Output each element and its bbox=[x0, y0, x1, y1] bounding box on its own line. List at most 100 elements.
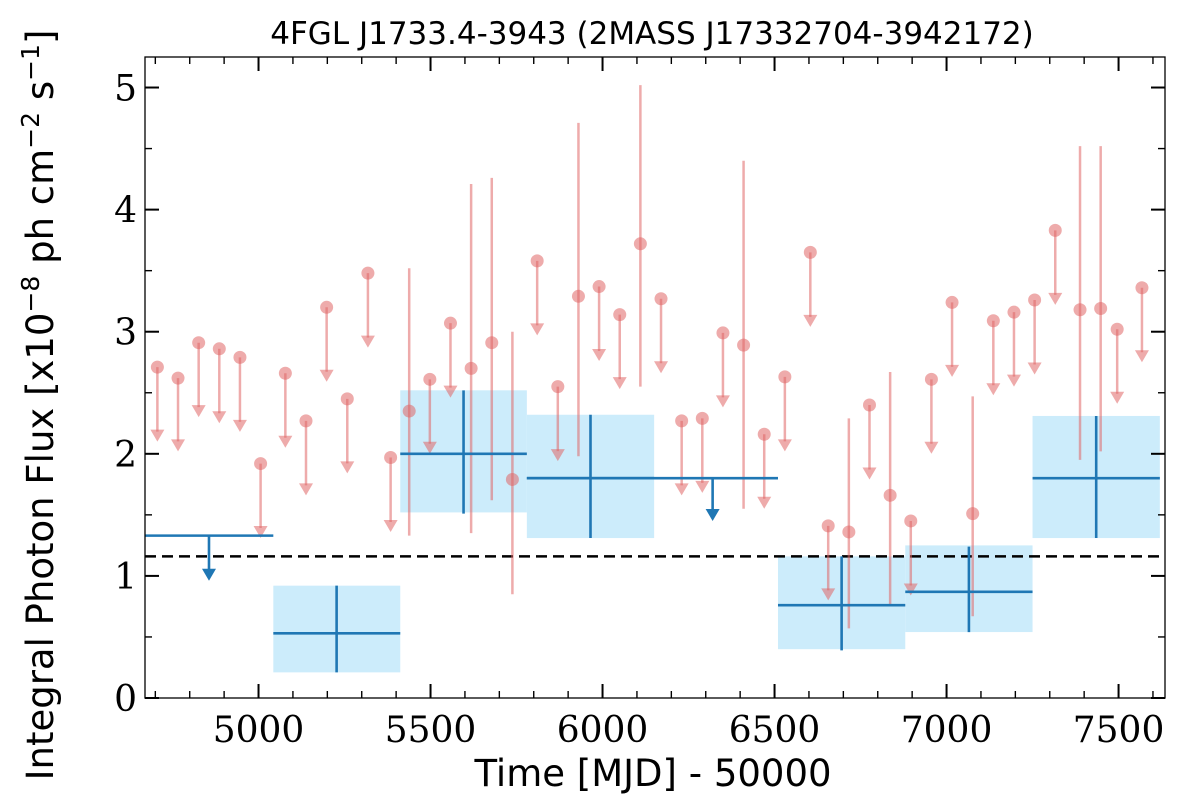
fine-detection-marker bbox=[842, 525, 856, 539]
fine-upper-limit-arrow bbox=[150, 429, 165, 442]
fine-upper-limit-arrow bbox=[654, 361, 669, 374]
fine-upper-limit bbox=[340, 392, 355, 474]
y-tick-label: 1 bbox=[114, 557, 137, 598]
fine-detection bbox=[485, 177, 499, 501]
fine-detection-marker bbox=[505, 472, 519, 486]
fine-upper-limit-arrow bbox=[803, 314, 818, 327]
fine-upper-limit-marker bbox=[716, 326, 730, 340]
x-tick-label: 6500 bbox=[729, 710, 821, 751]
fine-upper-limit bbox=[592, 280, 607, 362]
fine-upper-limit-arrow bbox=[986, 383, 1001, 396]
fine-upper-limit-marker bbox=[1048, 223, 1062, 237]
x-tick-label: 6000 bbox=[557, 710, 649, 751]
x-tick-label: 5000 bbox=[213, 710, 305, 751]
coarse-upper-limit bbox=[145, 534, 274, 581]
coarse-detection bbox=[273, 585, 401, 673]
fine-upper-limit bbox=[654, 292, 669, 374]
fine-upper-limit-marker bbox=[675, 414, 689, 428]
fine-detection bbox=[737, 160, 751, 509]
coarse-bin-series bbox=[145, 390, 1160, 673]
fine-detection-marker bbox=[966, 507, 980, 521]
fine-upper-limit-marker bbox=[171, 371, 185, 385]
fine-detection-marker bbox=[464, 361, 478, 375]
fine-upper-limit bbox=[298, 414, 313, 496]
fine-upper-limit bbox=[278, 366, 293, 448]
y-axis-label: Integral Photon Flux [x10−8 ph cm−2 s−1] bbox=[16, 30, 62, 781]
fine-upper-limit-arrow bbox=[212, 411, 227, 424]
fine-upper-limit-marker bbox=[320, 300, 334, 314]
fine-upper-limit-marker bbox=[904, 514, 918, 528]
fine-upper-limit-arrow bbox=[422, 441, 437, 454]
fine-upper-limit bbox=[171, 371, 186, 452]
fine-detection-marker bbox=[737, 338, 751, 352]
fine-upper-limit-arrow bbox=[924, 441, 939, 454]
fine-upper-limit bbox=[530, 254, 545, 336]
fine-upper-limit bbox=[924, 372, 939, 454]
fine-bin-series bbox=[150, 85, 1149, 629]
chart-title: 4FGL J1733.4-3943 (2MASS J17332704-39421… bbox=[270, 16, 1034, 52]
coarse-bin-error-boxes bbox=[273, 390, 1160, 673]
y-tick-label: 0 bbox=[114, 679, 137, 720]
fine-detection bbox=[464, 183, 478, 534]
fine-upper-limit-marker bbox=[757, 427, 771, 441]
fine-upper-limit bbox=[319, 300, 334, 382]
y-tick-label: 4 bbox=[114, 191, 137, 232]
fine-upper-limit-arrow bbox=[862, 467, 877, 480]
fine-upper-limit bbox=[945, 295, 960, 377]
fine-detection bbox=[883, 372, 897, 606]
fine-upper-limit-marker bbox=[1028, 293, 1042, 307]
fine-upper-limit-arrow bbox=[1027, 362, 1042, 375]
x-tick-label: 7000 bbox=[901, 710, 993, 751]
fine-detection-marker bbox=[883, 488, 897, 502]
fine-upper-limit-arrow bbox=[674, 483, 689, 496]
coarse-detection bbox=[1032, 415, 1160, 539]
fine-upper-limit-arrow bbox=[191, 405, 206, 418]
fine-upper-limit-arrow bbox=[232, 419, 247, 432]
fine-upper-limit bbox=[757, 427, 772, 509]
fine-upper-limit-marker bbox=[192, 336, 206, 350]
fine-upper-limit bbox=[422, 372, 437, 454]
fine-upper-limit-arrow bbox=[592, 349, 607, 362]
fine-upper-limit bbox=[360, 266, 375, 348]
fine-upper-limit bbox=[1134, 281, 1149, 363]
fine-detection bbox=[633, 85, 647, 387]
fine-upper-limit bbox=[443, 316, 458, 398]
fine-upper-limit-marker bbox=[592, 280, 606, 294]
coarse-detection bbox=[777, 556, 906, 651]
coarse-detection bbox=[905, 546, 1033, 633]
fine-upper-limit-marker bbox=[821, 519, 835, 533]
fine-detection-marker bbox=[485, 336, 499, 350]
plot-frame bbox=[144, 56, 1166, 699]
fine-upper-limit-arrow bbox=[945, 364, 960, 377]
coarse-upper-limit bbox=[526, 476, 778, 521]
fine-upper-limit-marker bbox=[299, 414, 313, 428]
fine-upper-limit bbox=[1110, 322, 1125, 404]
fine-upper-limit-marker bbox=[233, 350, 247, 364]
fine-upper-limit bbox=[253, 457, 268, 539]
fine-upper-limit-marker bbox=[551, 380, 565, 394]
fine-upper-limit-arrow bbox=[1110, 391, 1125, 404]
y-tick-label: 5 bbox=[114, 69, 137, 110]
fine-upper-limit-arrow bbox=[443, 385, 458, 398]
fine-upper-limit-marker bbox=[212, 342, 226, 356]
fine-upper-limit-marker bbox=[340, 392, 354, 406]
fine-detection bbox=[966, 396, 980, 617]
fine-upper-limit-arrow bbox=[612, 377, 627, 390]
fine-upper-limit-marker bbox=[695, 411, 709, 425]
y-tick-label: 2 bbox=[114, 435, 137, 476]
fine-upper-limit bbox=[821, 519, 836, 601]
fine-upper-limit-marker bbox=[1135, 281, 1149, 295]
fine-detection-marker bbox=[1094, 302, 1108, 316]
fine-upper-limit-arrow bbox=[319, 369, 334, 382]
fine-upper-limit-marker bbox=[361, 266, 375, 280]
fine-upper-limit bbox=[212, 342, 227, 424]
fine-detection bbox=[571, 122, 585, 457]
fine-detection bbox=[1094, 146, 1108, 452]
fine-upper-limit-arrow bbox=[1134, 350, 1149, 363]
fine-upper-limit-arrow bbox=[530, 323, 545, 336]
fine-upper-limit-marker bbox=[986, 314, 1000, 328]
fine-upper-limit-arrow bbox=[1048, 292, 1063, 305]
fine-upper-limit-arrow bbox=[298, 483, 313, 496]
fine-upper-limit bbox=[715, 326, 730, 408]
